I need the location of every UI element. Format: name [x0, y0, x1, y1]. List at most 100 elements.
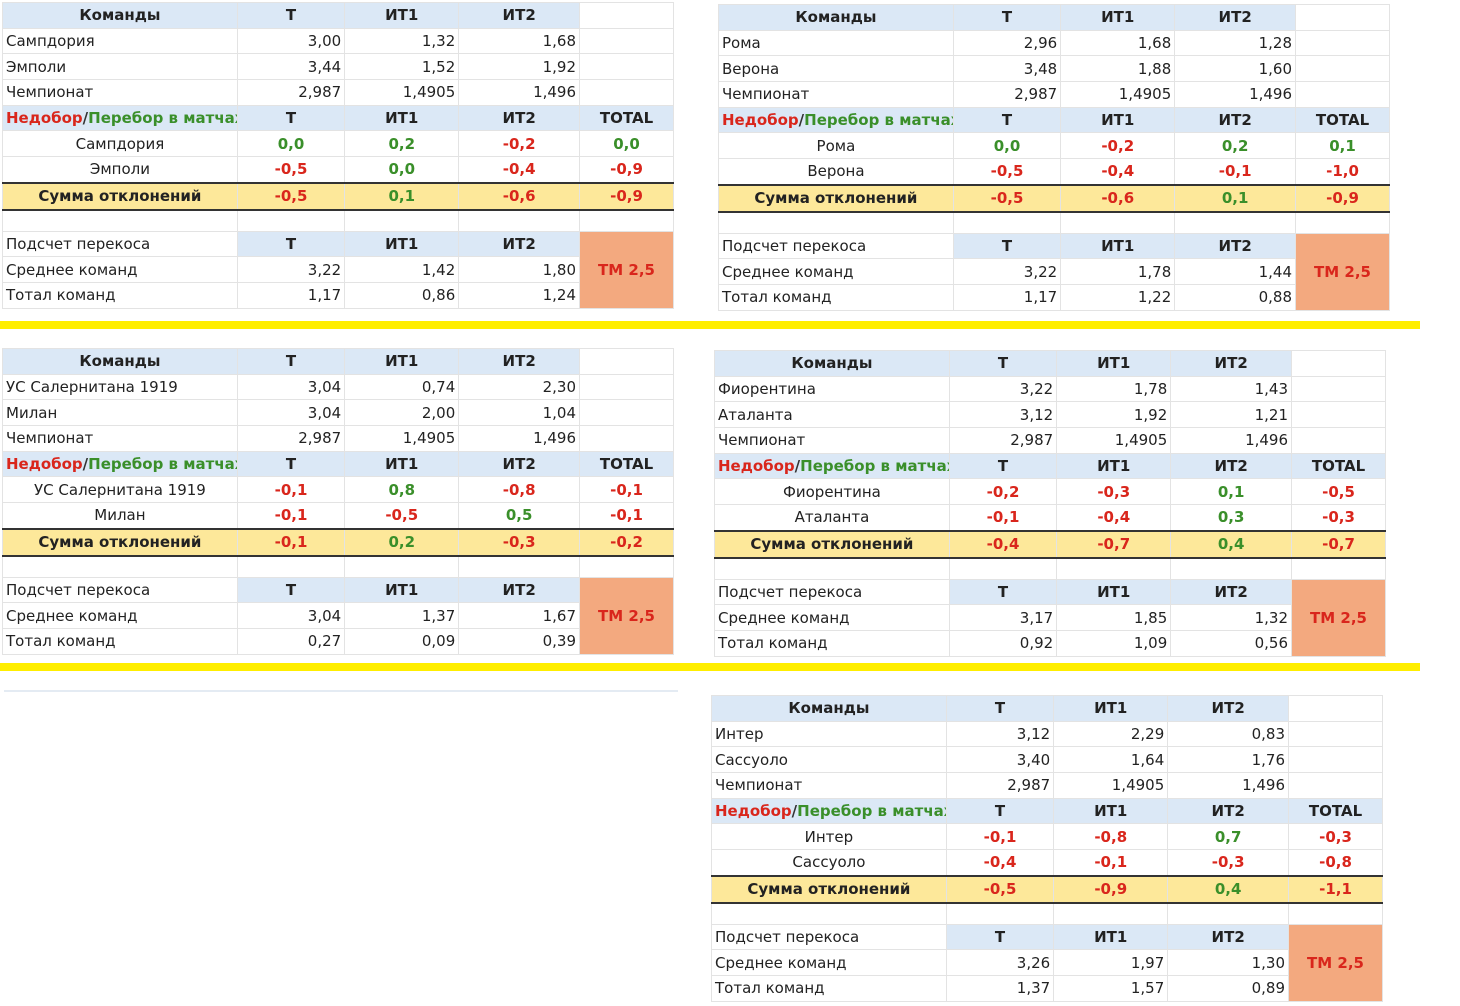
it2-header: ИТ2: [1170, 350, 1293, 377]
average-it1: 1,78: [1060, 258, 1176, 285]
league-it2: 1,496: [1167, 772, 1290, 799]
league-name: Чемпионат: [2, 425, 238, 452]
blank-cell: [579, 79, 674, 106]
it1-header: ИТ1: [344, 104, 460, 132]
team-it1: 2,29: [1053, 720, 1169, 748]
team-t: 3,22: [948, 375, 1058, 403]
deviation-header-row: Недобор/Перебор в матчах Т ИТ1 ИТ2 TOTAL: [714, 452, 1386, 480]
average-label: Среднее команд: [2, 256, 238, 283]
sum-it2: 0,1: [1174, 183, 1297, 213]
deviation-it1: -0,4: [1060, 158, 1176, 186]
blank-cell: [579, 348, 674, 375]
blank-cell: [579, 2, 674, 29]
sum-it2: -0,6: [458, 181, 581, 211]
match-card-fiorentina-atalanta: Команды Т ИТ1 ИТ2 Фиорентина 3,22 1,78 1…: [714, 350, 1386, 657]
average-t: 3,04: [236, 602, 346, 629]
total-row: Тотал команд 0,27 0,09 0,39: [2, 627, 674, 655]
deviation-team: Фиорентина: [714, 478, 950, 506]
total-it2: 0,39: [458, 627, 581, 655]
skew-label: Подсчет перекоса: [714, 578, 950, 606]
deviation-t: -0,5: [952, 158, 1062, 186]
total-it1: 0,09: [344, 627, 460, 655]
it1-header: ИТ1: [344, 2, 460, 29]
average-it1: 1,42: [344, 256, 460, 283]
separator-bar: [0, 663, 1420, 671]
skew-label: Подсчет перекоса: [2, 230, 238, 258]
sum-label: Сумма отклонений: [714, 529, 950, 559]
total-t: 0,92: [948, 629, 1058, 657]
league-row: Чемпионат 2,987 1,4905 1,496: [711, 772, 1383, 799]
spacer-row: [714, 557, 1386, 580]
it2-header: ИТ2: [1174, 4, 1297, 31]
match-table: Команды Т ИТ1 ИТ2 Сампдория 3,00 1,32 1,…: [2, 2, 674, 309]
league-row: Чемпионат 2,987 1,4905 1,496: [718, 81, 1390, 108]
average-row: Среднее команд 3,17 1,85 1,32: [714, 604, 1386, 631]
team-it2: 2,30: [458, 373, 581, 401]
match-card-sampdoria-empoli: Команды Т ИТ1 ИТ2 Сампдория 3,00 1,32 1,…: [2, 2, 674, 309]
deviation-row: Рома 0,0 -0,2 0,2 0,1: [718, 132, 1390, 160]
skew-label: Подсчет перекоса: [2, 576, 238, 604]
match-table: Команды Т ИТ1 ИТ2 УС Салернитана 1919 3,…: [2, 348, 674, 655]
team-it1: 1,52: [344, 53, 460, 81]
deviation-header: Недобор/Перебор в матчах: [718, 106, 954, 134]
under-label: Недобор: [6, 109, 83, 128]
deviation-row: Аталанта -0,1 -0,4 0,3 -0,3: [714, 504, 1386, 532]
league-name: Чемпионат: [714, 427, 950, 454]
slash-label: /: [82, 109, 89, 128]
team-t: 3,12: [945, 720, 1055, 748]
deviation-it1: 0,0: [344, 156, 460, 184]
average-it1: 1,85: [1056, 604, 1172, 631]
blank-cell: [1295, 55, 1390, 83]
league-row: Чемпионат 2,987 1,4905 1,496: [2, 425, 674, 452]
it2-header: ИТ2: [1170, 452, 1293, 480]
teams-header-row: Команды Т ИТ1 ИТ2: [711, 695, 1383, 722]
over-label: Перебор в матчах: [800, 457, 950, 476]
team-row: Сампдория 3,00 1,32 1,68: [2, 27, 674, 55]
total-row: Тотал команд 1,37 1,57 0,89: [711, 974, 1383, 1002]
team-row: Верона 3,48 1,88 1,60: [718, 55, 1390, 83]
blank-cell: [1167, 902, 1290, 925]
team-name: Эмполи: [2, 53, 238, 81]
team-it1: 1,68: [1060, 29, 1176, 57]
t-header: Т: [952, 232, 1062, 260]
blank-cell: [1288, 746, 1383, 774]
deviation-it2: 0,7: [1167, 823, 1290, 851]
blank-cell: [579, 53, 674, 81]
divider-line: [4, 690, 678, 692]
blank-cell: [718, 211, 954, 234]
sum-row: Сумма отклонений -0,5 0,1 -0,6 -0,9: [2, 181, 674, 211]
teams-header: Команды: [718, 4, 954, 31]
team-it1: 1,78: [1056, 375, 1172, 403]
match-card-salernitana-milan: Команды Т ИТ1 ИТ2 УС Салернитана 1919 3,…: [2, 348, 674, 655]
verdict-cell: ТМ 2,5: [1295, 232, 1390, 311]
average-it2: 1,44: [1174, 258, 1297, 285]
average-row: Среднее команд 3,22 1,78 1,44: [718, 258, 1390, 285]
separator-bar: [0, 321, 1420, 329]
team-row: Аталанта 3,12 1,92 1,21: [714, 401, 1386, 429]
deviation-row: Сампдория 0,0 0,2 -0,2 0,0: [2, 130, 674, 158]
league-it1: 1,4905: [1053, 772, 1169, 799]
league-t: 2,987: [236, 425, 346, 452]
match-card-inter-sassuolo: Команды Т ИТ1 ИТ2 Интер 3,12 2,29 0,83 С…: [711, 695, 1383, 1002]
deviation-row: Фиорентина -0,2 -0,3 0,1 -0,5: [714, 478, 1386, 506]
deviation-it1: -0,8: [1053, 823, 1169, 851]
deviation-total: 0,1: [1295, 132, 1390, 160]
t-header: Т: [236, 2, 346, 29]
blank-cell: [2, 555, 238, 578]
deviation-it1: -0,3: [1056, 478, 1172, 506]
sum-label: Сумма отклонений: [718, 183, 954, 213]
team-t: 3,40: [945, 746, 1055, 774]
deviation-team: Милан: [2, 502, 238, 530]
deviation-it2: -0,2: [458, 130, 581, 158]
sum-total: -0,9: [1295, 183, 1390, 213]
total-it1: 1,09: [1056, 629, 1172, 657]
deviation-header-row: Недобор/Перебор в матчах Т ИТ1 ИТ2 TOTAL: [2, 450, 674, 478]
deviation-it2: 0,1: [1170, 478, 1293, 506]
team-name: Сампдория: [2, 27, 238, 55]
it2-header: ИТ2: [458, 576, 581, 604]
teams-header-row: Команды Т ИТ1 ИТ2: [2, 348, 674, 375]
match-table: Команды Т ИТ1 ИТ2 Интер 3,12 2,29 0,83 С…: [711, 695, 1383, 1002]
total-it2: 0,89: [1167, 974, 1290, 1002]
t-header: Т: [236, 104, 346, 132]
sum-it2: -0,3: [458, 527, 581, 557]
